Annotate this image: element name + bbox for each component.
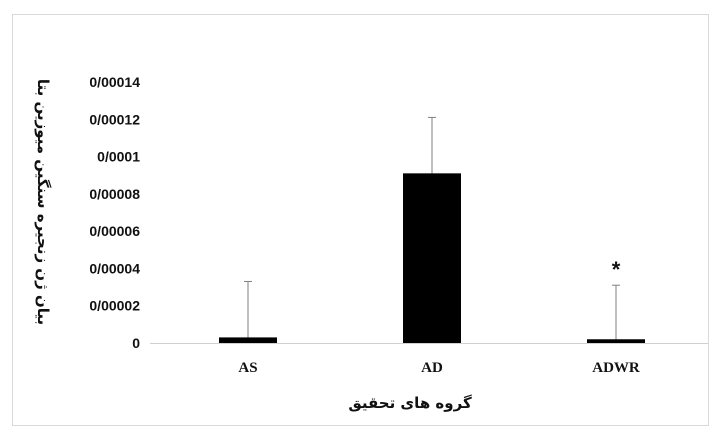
y-tick-label: 0/00004 bbox=[89, 260, 140, 276]
x-axis-title: گروه های تحقیق bbox=[348, 394, 472, 412]
bars bbox=[219, 173, 645, 343]
y-tick-label: 0/00008 bbox=[89, 186, 140, 202]
y-tick-label: 0/0001 bbox=[97, 149, 140, 165]
annotations: * bbox=[612, 257, 621, 282]
category-labels: AS AD ADWR bbox=[238, 360, 640, 376]
chart-frame bbox=[12, 14, 709, 426]
bar-ad bbox=[403, 173, 461, 343]
x-tick-label: ADWR bbox=[592, 360, 640, 376]
significance-marker: * bbox=[612, 257, 621, 282]
y-tick-label: 0/00006 bbox=[89, 223, 140, 239]
y-tick-label: 0/00012 bbox=[89, 111, 140, 127]
x-tick-label: AS bbox=[238, 360, 257, 376]
x-tick-label: AD bbox=[421, 360, 443, 376]
y-axis-ticks: 0 0/00002 0/00004 0/00006 0/00008 0/0001 0/000… bbox=[89, 74, 140, 351]
bar-adwr bbox=[587, 339, 645, 343]
y-tick-label: 0/00014 bbox=[89, 74, 140, 90]
y-axis-title: بیان ژن زنجیره سنگین میوزین بتا bbox=[34, 79, 52, 325]
y-tick-label: 0/00002 bbox=[89, 298, 140, 314]
bar-as bbox=[219, 337, 277, 343]
y-tick-label: 0 bbox=[132, 335, 140, 351]
